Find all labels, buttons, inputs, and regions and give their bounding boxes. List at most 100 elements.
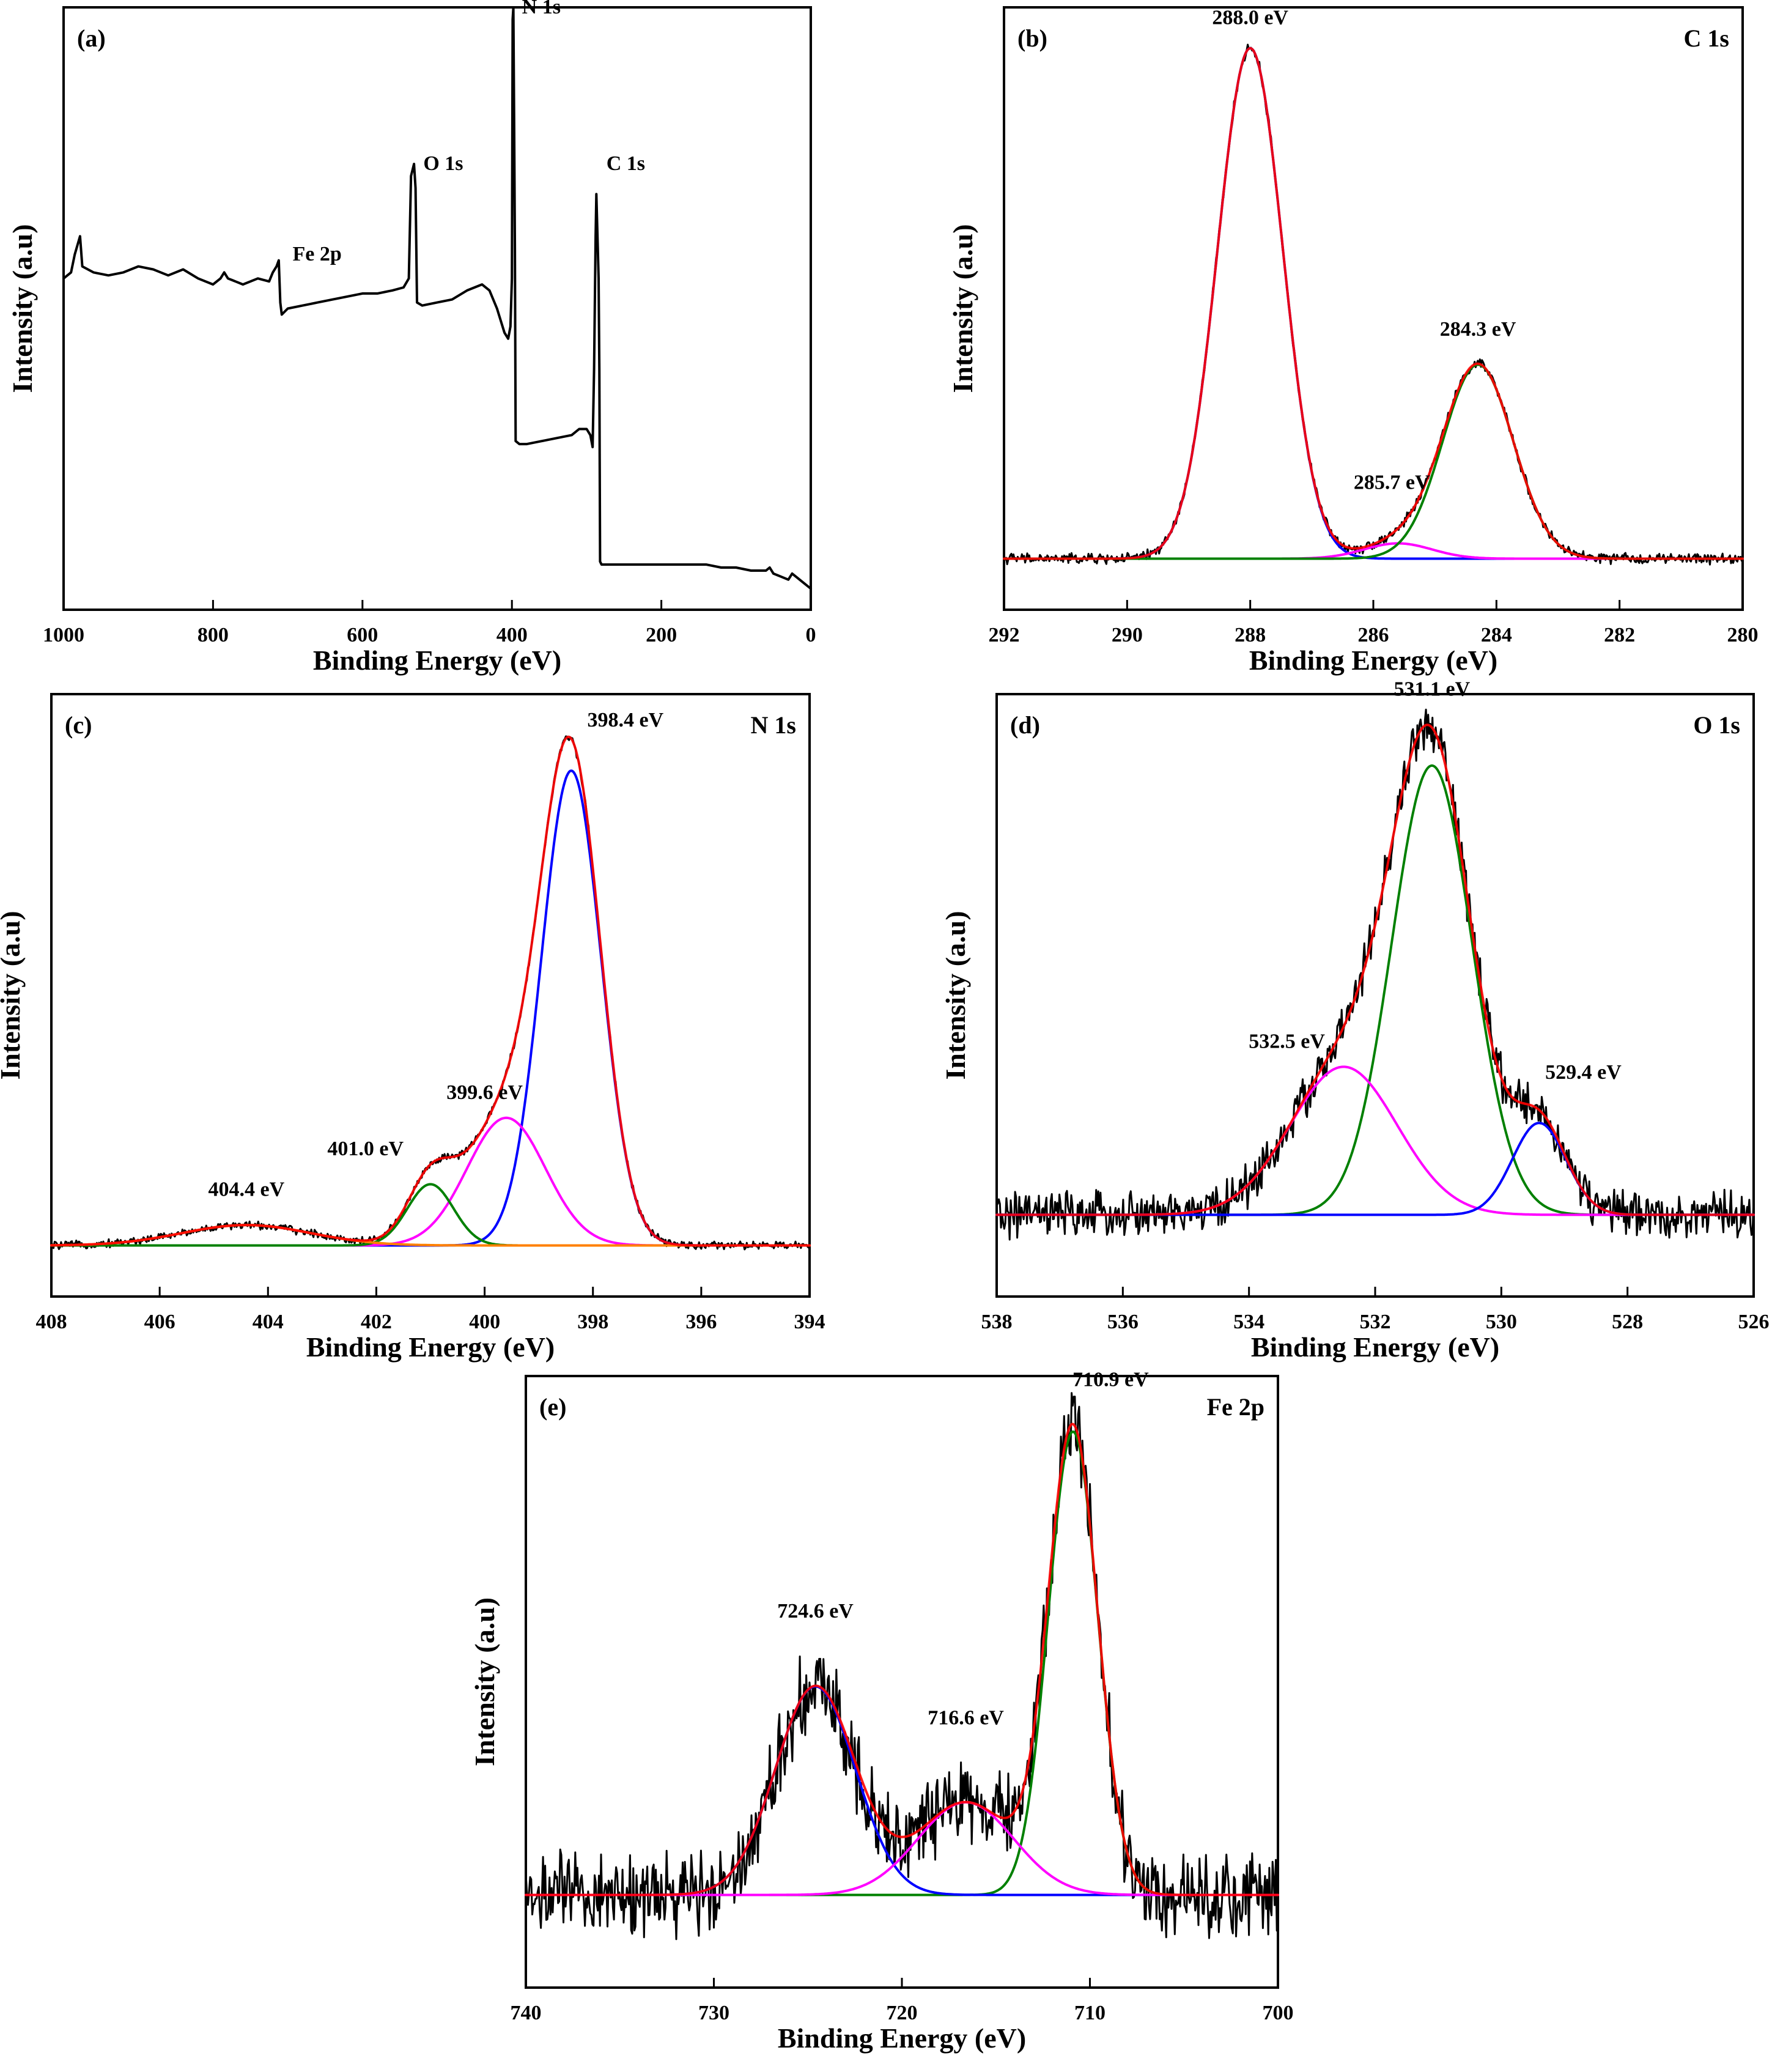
x-tick-label: 530 [1486, 1311, 1517, 1333]
peak-annotation: 531.1 eV [1394, 678, 1471, 701]
x-tick-label: 730 [698, 2002, 729, 2024]
x-tick-label: 710 [1074, 2002, 1106, 2024]
x-ticks: 1000 800 600 400 200 0 [43, 600, 816, 646]
peak-annotation: 710.9 eV [1072, 1368, 1149, 1391]
raw-data-line [525, 1392, 1279, 1941]
y-axis-label: Intensity (a.u) [947, 224, 978, 393]
x-ticks: 408 406 404 402 400 398 396 394 [36, 1287, 825, 1333]
x-tick-label: 402 [361, 1311, 392, 1333]
x-tick-label: 538 [981, 1311, 1013, 1333]
plot-frame [62, 6, 812, 611]
x-tick-label: 292 [989, 624, 1020, 646]
x-tick-label: 200 [646, 624, 677, 646]
x-tick-label: 400 [469, 1311, 500, 1333]
x-tick-label: 396 [685, 1311, 717, 1333]
y-axis-label: Intensity (a.u) [0, 911, 26, 1079]
y-axis-label: Intensity (a.u) [7, 224, 38, 393]
peak-annotations: 531.1 eV 532.5 eV 529.4 eV [1249, 678, 1622, 1084]
peak-annotation: O 1s [423, 152, 463, 175]
peak-annotations: 398.4 eV 399.6 eV 401.0 eV 404.4 eV [209, 709, 664, 1201]
peak-annotation: 398.4 eV [588, 709, 664, 731]
panel-label: (a) [77, 24, 106, 52]
x-tick-label: 404 [253, 1311, 284, 1333]
plot-frame [50, 693, 811, 1298]
peak-annotation: 716.6 eV [928, 1706, 1004, 1729]
panel-c-n1s: 408 406 404 402 400 398 396 394 (c) N 1s Bindin… [0, 693, 825, 1363]
panel-label: (d) [1010, 711, 1040, 739]
panel-title: C 1s [1684, 24, 1729, 52]
x-tick-label: 528 [1612, 1311, 1643, 1333]
spectrum-traces [995, 708, 1755, 1241]
y-axis-label: Intensity (a.u) [940, 911, 971, 1079]
panel-title: N 1s [751, 711, 796, 739]
y-axis-label: Intensity (a.u) [469, 1597, 500, 1766]
x-tick-label: 290 [1112, 624, 1143, 646]
peak-annotations: 288.0 eV 285.7 eV 284.3 eV [1212, 7, 1516, 494]
x-ticks: 740 730 720 710 700 [511, 1978, 1294, 2024]
peak-annotation: C 1s [607, 152, 645, 175]
spectrum-traces [1003, 43, 1744, 566]
panel-label: (e) [539, 1393, 566, 1421]
x-tick-label: 0 [806, 624, 816, 646]
x-tick-label: 740 [511, 2002, 542, 2024]
x-tick-label: 284 [1481, 624, 1512, 646]
x-tick-label: 600 [347, 624, 378, 646]
peak-annotation: 532.5 eV [1249, 1030, 1325, 1053]
x-axis-label: Binding Energy (eV) [778, 2022, 1026, 2054]
x-tick-label: 398 [577, 1311, 608, 1333]
peak-annotation: 284.3 eV [1440, 318, 1516, 341]
panel-b-c1s: 292 290 288 286 284 282 280 (b) C 1s Binding E… [947, 6, 1759, 676]
peak-annotations: 710.9 eV 724.6 eV 716.6 eV [777, 1368, 1149, 1729]
x-tick-label: 394 [794, 1311, 825, 1333]
spectrum-line [62, 6, 812, 590]
envelope-fit-line [995, 723, 1755, 1216]
raw-data-line [995, 708, 1755, 1241]
peak-annotation: 288.0 eV [1212, 7, 1288, 29]
peak-annotation: 401.0 eV [327, 1138, 404, 1160]
peak-annotation: 399.6 eV [446, 1081, 523, 1104]
x-axis-label: Binding Energy (eV) [306, 1331, 555, 1363]
x-axis-label: Binding Energy (eV) [1251, 1331, 1499, 1363]
x-tick-label: 526 [1738, 1311, 1770, 1333]
peak-annotation: 404.4 eV [209, 1178, 285, 1201]
x-tick-label: 406 [144, 1311, 175, 1333]
panel-label: (c) [65, 711, 92, 739]
panel-a-survey: 1000 800 600 400 200 0 (a) Binding Energy (eV… [7, 0, 816, 676]
x-tick-label: 534 [1233, 1311, 1264, 1333]
x-tick-label: 282 [1604, 624, 1635, 646]
envelope-fit-line [1003, 46, 1744, 560]
peak-annotation: 724.6 eV [777, 1600, 854, 1622]
panel-title: Fe 2p [1207, 1393, 1264, 1421]
x-axis-label: Binding Energy (eV) [313, 645, 561, 676]
panel-e-fe2p: 740 730 720 710 700 (e) Fe 2p Binding Energy… [469, 1368, 1294, 2054]
panel-d-o1s: 538 536 534 532 530 528 526 (d) O 1s Binding E… [940, 678, 1770, 1363]
spectrum-traces [62, 6, 812, 590]
spectrum-traces [525, 1392, 1279, 1941]
x-tick-label: 288 [1235, 624, 1266, 646]
peak-annotations: Fe 2p O 1s N 1s C 1s [292, 0, 645, 265]
envelope-fit-line [525, 1423, 1279, 1896]
panel-title: O 1s [1693, 711, 1740, 739]
x-tick-label: 286 [1358, 624, 1389, 646]
x-tick-label: 280 [1727, 624, 1759, 646]
x-tick-label: 700 [1263, 2002, 1294, 2024]
x-tick-label: 800 [197, 624, 229, 646]
x-ticks: 292 290 288 286 284 282 280 [989, 600, 1759, 646]
peak-annotation: Fe 2p [292, 243, 341, 265]
x-tick-label: 532 [1360, 1311, 1391, 1333]
x-tick-label: 408 [36, 1311, 67, 1333]
x-tick-label: 400 [497, 624, 528, 646]
peak-annotation: N 1s [522, 0, 561, 18]
x-tick-label: 1000 [43, 624, 84, 646]
peak-annotation: 285.7 eV [1354, 471, 1430, 494]
x-tick-label: 536 [1107, 1311, 1139, 1333]
envelope-fit-line [50, 735, 811, 1247]
x-axis-label: Binding Energy (eV) [1249, 645, 1497, 676]
peak-annotation: 529.4 eV [1545, 1061, 1622, 1084]
panel-label: (b) [1017, 24, 1047, 52]
x-ticks: 538 536 534 532 530 528 526 [981, 1287, 1770, 1333]
x-tick-label: 720 [887, 2002, 918, 2024]
spectrum-traces [50, 735, 811, 1251]
